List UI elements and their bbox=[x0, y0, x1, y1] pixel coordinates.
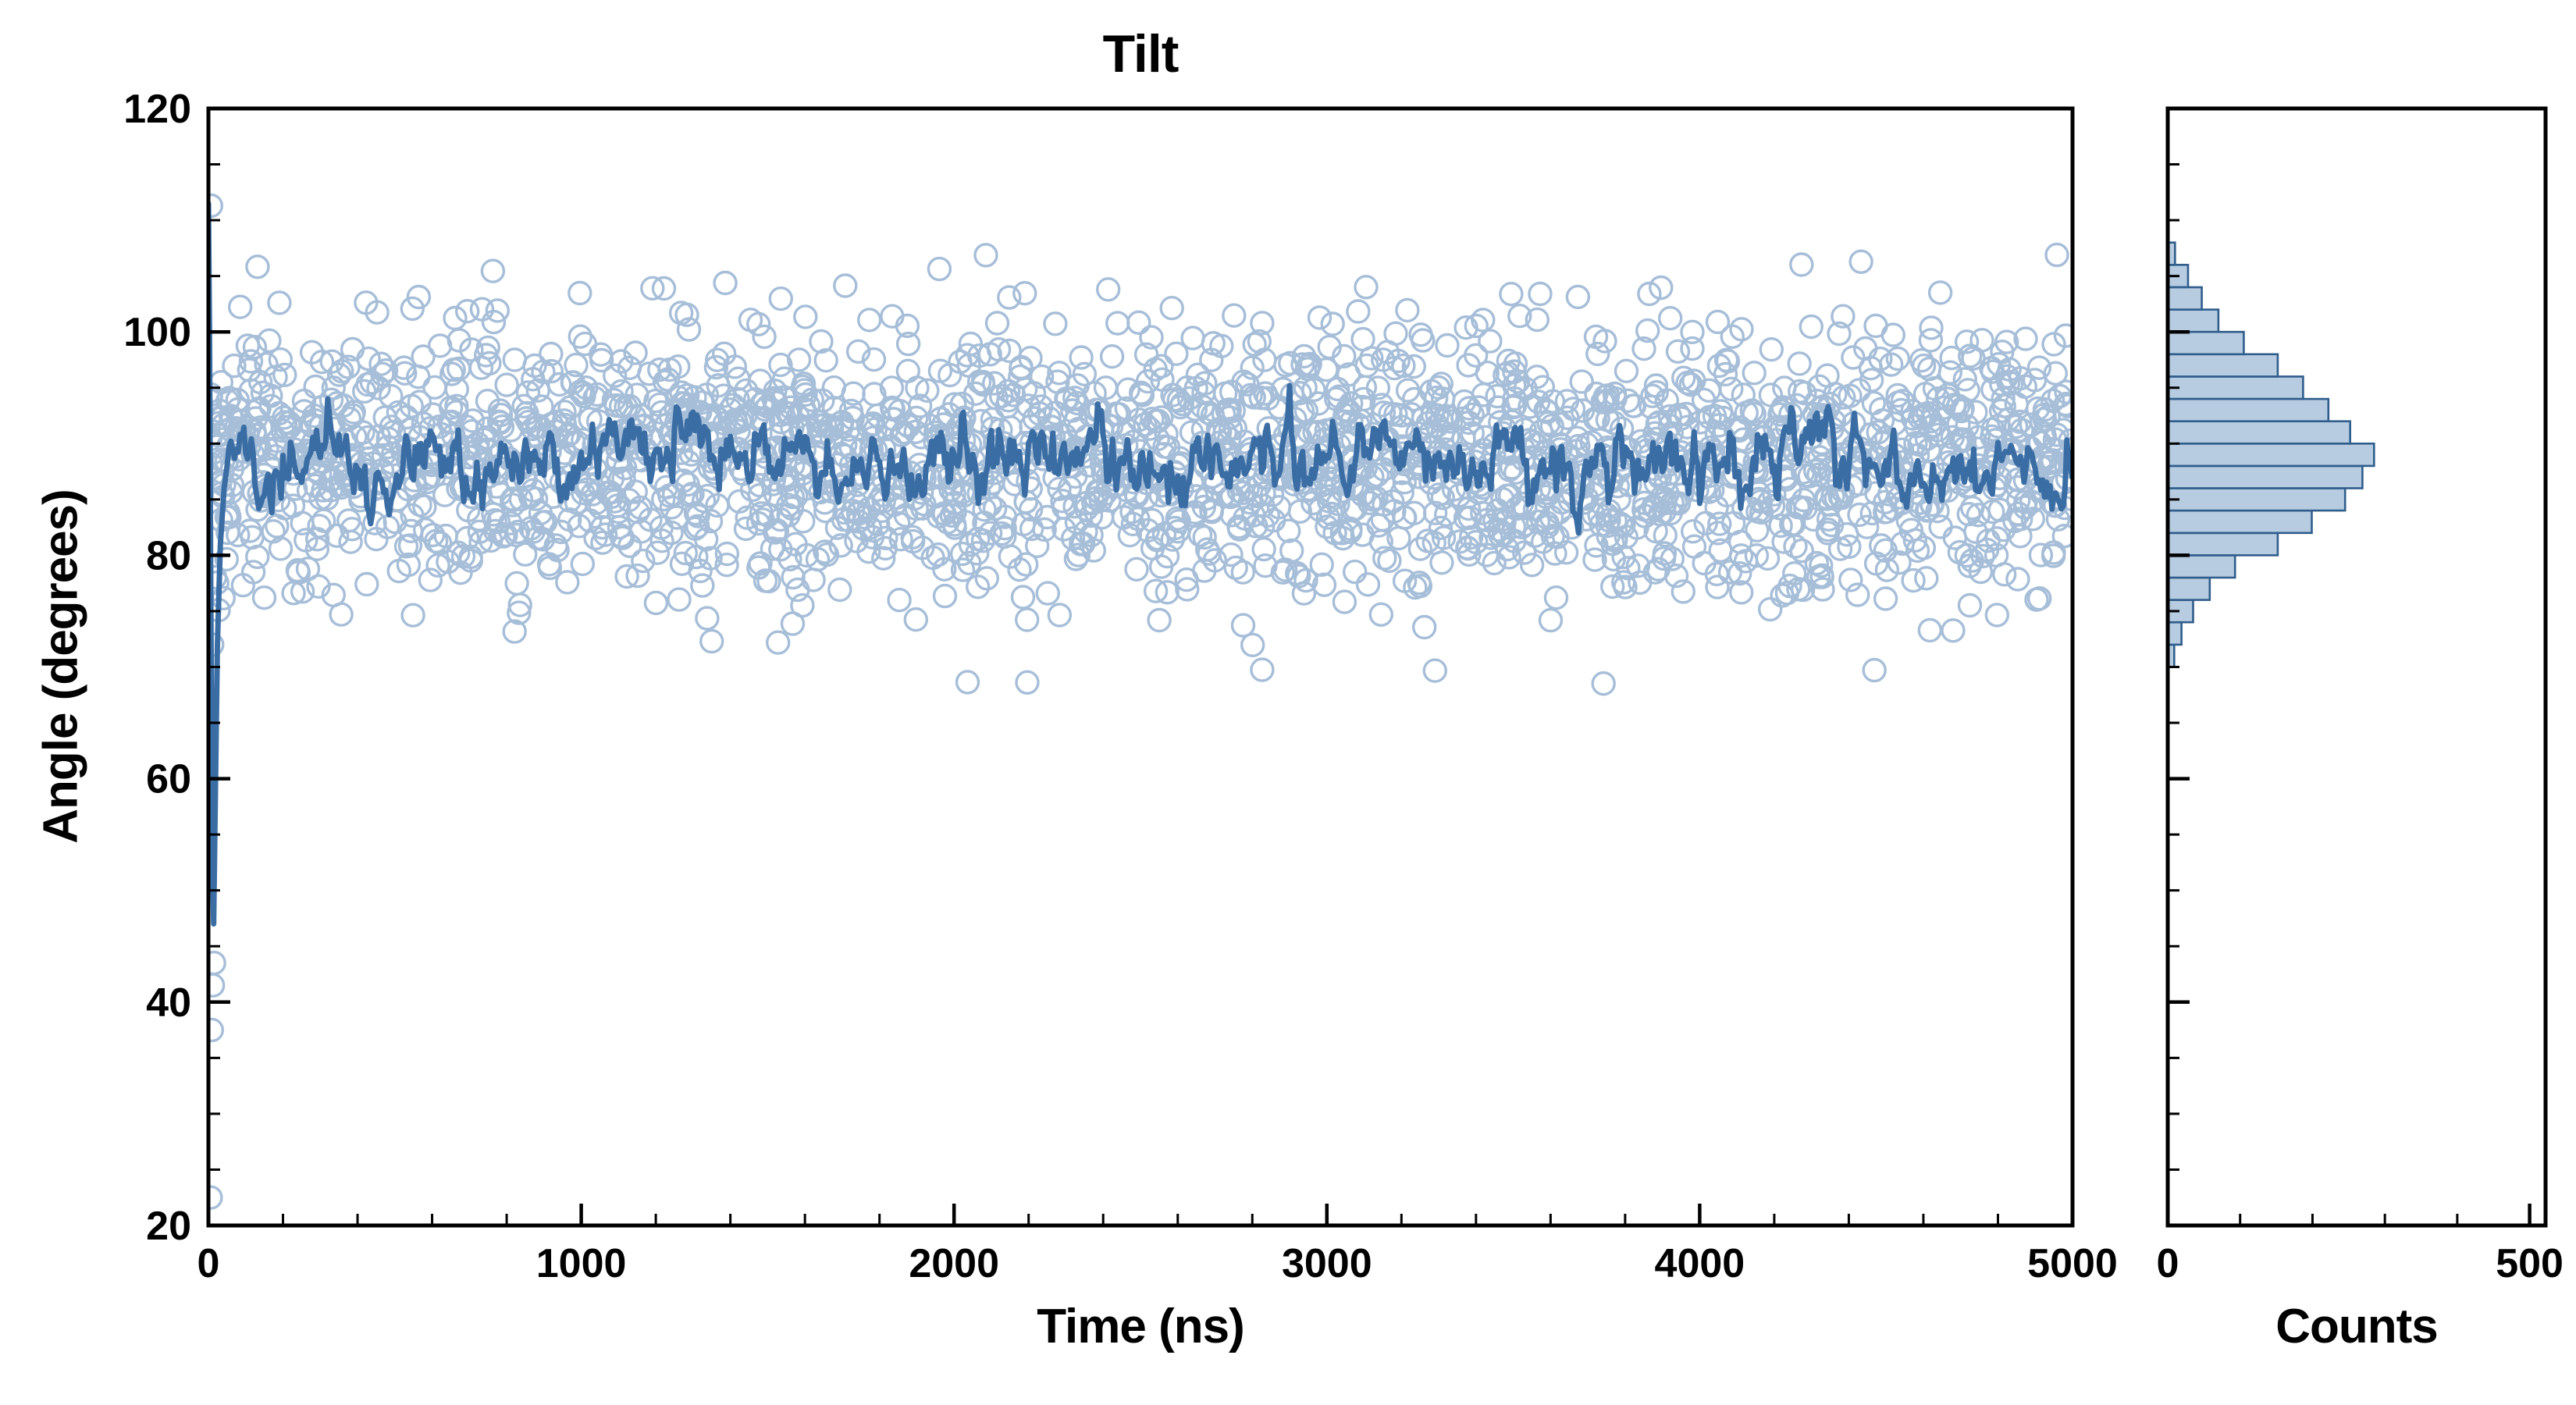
hist-x-axis-label: Counts bbox=[2275, 1300, 2439, 1353]
svg-text:80: 80 bbox=[146, 533, 191, 578]
svg-text:5000: 5000 bbox=[2027, 1241, 2118, 1286]
svg-text:500: 500 bbox=[2496, 1241, 2564, 1286]
svg-text:100: 100 bbox=[123, 310, 191, 355]
svg-text:60: 60 bbox=[146, 757, 191, 802]
svg-text:40: 40 bbox=[146, 980, 191, 1026]
x-axis-label: Time (ns) bbox=[1037, 1300, 1244, 1353]
svg-text:1000: 1000 bbox=[536, 1241, 627, 1286]
svg-text:4000: 4000 bbox=[1655, 1241, 1745, 1286]
y-axis-label: Angle (degrees) bbox=[34, 489, 88, 844]
svg-text:3000: 3000 bbox=[1282, 1241, 1372, 1286]
svg-text:2000: 2000 bbox=[909, 1241, 999, 1286]
svg-text:120: 120 bbox=[123, 87, 191, 132]
svg-text:0: 0 bbox=[2157, 1241, 2179, 1286]
svg-text:0: 0 bbox=[197, 1241, 220, 1286]
svg-text:20: 20 bbox=[146, 1204, 191, 1249]
chart-title: Tilt bbox=[1102, 24, 1179, 84]
